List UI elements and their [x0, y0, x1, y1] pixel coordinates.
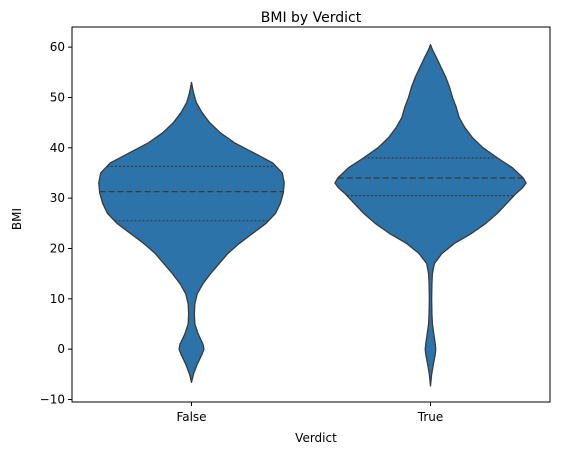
y-tick-label: 0: [57, 342, 65, 356]
plot-area: [98, 43, 527, 387]
x-axis-label: Verdict: [295, 431, 337, 445]
x-tick-label: True: [417, 410, 444, 424]
x-tick-label: False: [176, 410, 206, 424]
violin-true: [334, 43, 527, 387]
y-axis: −10 0 10 20 30 40 50 60: [40, 40, 72, 406]
y-axis-label: BMI: [10, 208, 24, 230]
y-tick-label: 40: [50, 141, 65, 155]
chart-title: BMI by Verdict: [261, 10, 362, 26]
x-axis: False True: [176, 402, 443, 424]
y-tick-label: 50: [50, 90, 65, 104]
violin-body: [334, 43, 527, 387]
plot-frame: [71, 26, 551, 403]
y-tick-label: 20: [50, 241, 65, 255]
y-tick-label: −10: [40, 392, 65, 406]
violin-body: [98, 81, 285, 384]
y-tick-label: 10: [50, 292, 65, 306]
violin-false: [98, 81, 285, 384]
y-tick-label: 30: [50, 191, 65, 205]
y-tick-label: 60: [50, 40, 65, 54]
